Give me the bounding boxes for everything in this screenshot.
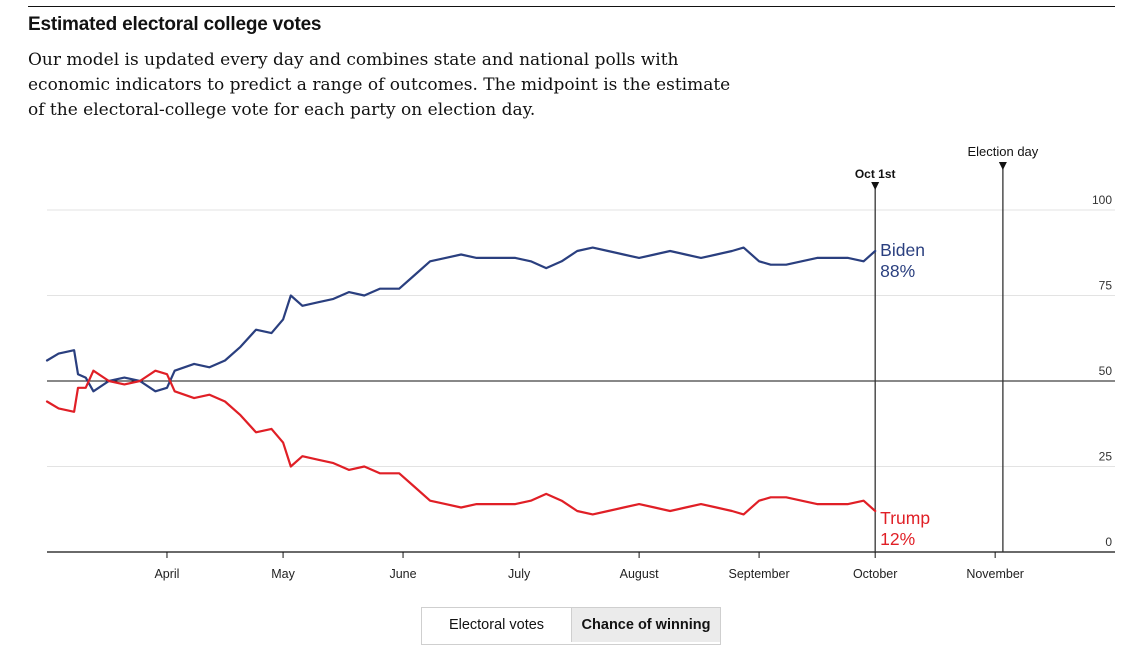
view-toggle: Electoral votes Chance of winning (421, 607, 721, 645)
marker-arrow (871, 182, 880, 190)
chart-subtitle: Our model is updated every day and combi… (28, 48, 748, 123)
x-tick-label: July (508, 567, 531, 581)
trump-value-label: 12% (880, 529, 915, 549)
chart-title: Estimated electoral college votes (28, 14, 322, 35)
trump-line (45, 369, 877, 516)
chance-of-winning-button[interactable]: Chance of winning (572, 608, 720, 642)
electoral-votes-button[interactable]: Electoral votes (422, 608, 572, 642)
marker-arrow (998, 162, 1007, 170)
trump-name-label: Trump (880, 508, 930, 528)
x-tick-label: November (966, 567, 1024, 581)
y-tick-label: 50 (1099, 364, 1113, 378)
x-tick-label: October (853, 567, 897, 581)
biden-value-label: 88% (880, 261, 915, 281)
x-tick-label: April (154, 567, 179, 581)
x-tick-label: August (620, 567, 659, 581)
marker-label: Oct 1st (855, 167, 896, 181)
x-tick-label: September (729, 567, 790, 581)
x-tick-label: May (271, 567, 295, 581)
y-tick-label: 100 (1092, 193, 1112, 207)
y-tick-label: 75 (1099, 279, 1113, 293)
biden-line (45, 246, 877, 393)
subtitle-line: economic indicators to predict a range o… (28, 75, 731, 95)
biden-name-label: Biden (880, 240, 925, 260)
y-tick-label: 25 (1099, 450, 1113, 464)
x-tick-label: June (389, 567, 416, 581)
top-rule (28, 6, 1115, 7)
y-tick-label: 0 (1105, 535, 1112, 549)
marker-label: Election day (967, 144, 1038, 159)
chance-of-winning-chart: 0 25 50 75 100 April May June July August Septembe… (45, 144, 1115, 581)
subtitle-line: of the electoral-college vote for each p… (28, 100, 536, 120)
subtitle-line: Our model is updated every day and combi… (28, 50, 679, 70)
